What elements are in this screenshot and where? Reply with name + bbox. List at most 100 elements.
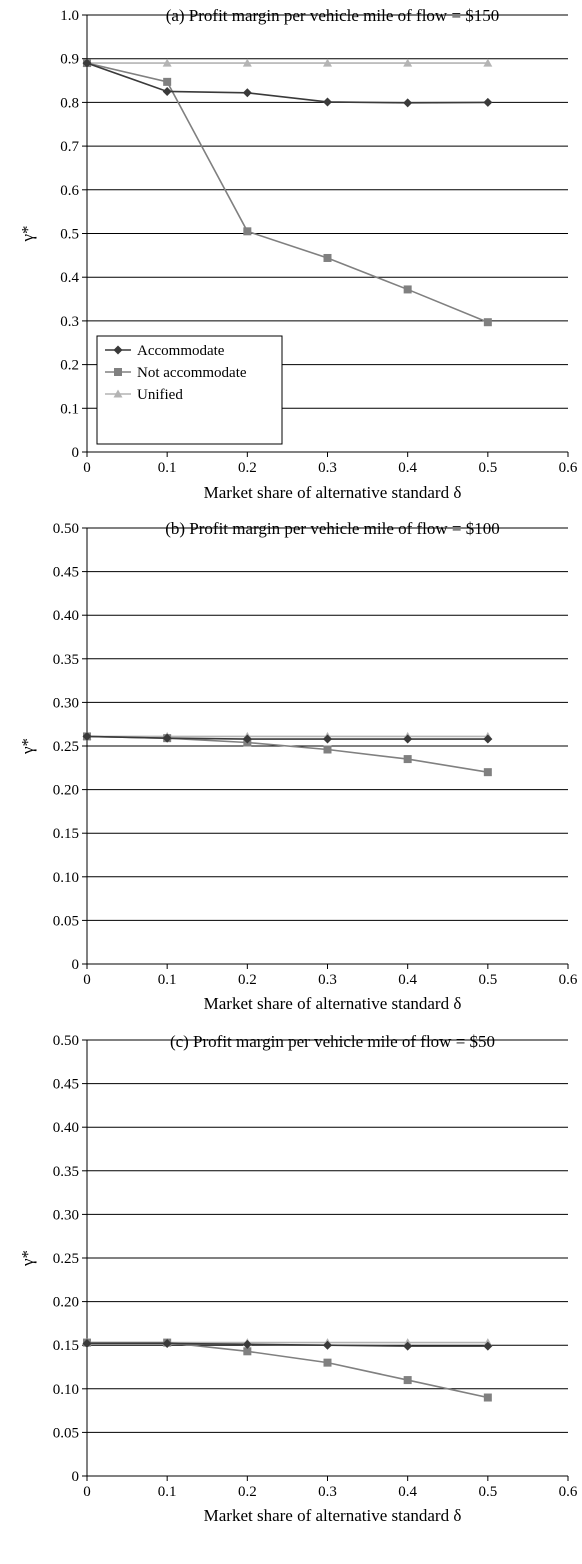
y-tick-label: 0.2 xyxy=(60,358,79,374)
y-tick-label: 0.50 xyxy=(53,521,79,537)
data-point xyxy=(483,768,492,777)
x-tick-label: 0 xyxy=(83,972,91,988)
x-tick-label: 0.4 xyxy=(398,460,417,476)
x-tick-label: 0.1 xyxy=(158,460,177,476)
data-point xyxy=(403,755,412,764)
x-axis-label: Market share of alternative standard δ xyxy=(204,1506,462,1525)
legend-item: Not accommodate xyxy=(105,365,247,381)
chart-c: (c) Profit margin per vehicle mile of fl… xyxy=(18,1032,578,1525)
y-tick-label: 0.6 xyxy=(60,183,79,199)
data-point xyxy=(323,1340,332,1350)
legend-marker xyxy=(114,368,122,376)
data-point xyxy=(162,86,172,96)
y-axis-label: γ* xyxy=(18,738,37,755)
x-tick-label: 0.2 xyxy=(238,972,257,988)
y-tick-label: 0.40 xyxy=(53,608,79,624)
legend-item: Unified xyxy=(105,387,183,403)
y-tick-label: 0.25 xyxy=(53,739,79,755)
x-tick-label: 0.2 xyxy=(238,1484,257,1500)
x-tick-label: 0.6 xyxy=(559,1484,578,1500)
x-axis-label: Market share of alternative standard δ xyxy=(204,483,462,502)
x-tick-label: 0.6 xyxy=(559,972,578,988)
y-tick-label: 1.0 xyxy=(60,8,79,24)
series-accommodate xyxy=(82,58,493,108)
data-point xyxy=(243,1347,252,1356)
x-tick-label: 0 xyxy=(83,460,91,476)
y-tick-label: 0 xyxy=(72,957,80,973)
y-tick-label: 0.3 xyxy=(60,314,79,330)
y-tick-label: 0.7 xyxy=(60,139,79,155)
data-point xyxy=(82,731,92,741)
legend-box xyxy=(96,335,283,445)
y-axis-label: γ* xyxy=(18,225,37,242)
x-tick-label: 0.3 xyxy=(318,972,337,988)
x-tick-label: 0.4 xyxy=(398,1484,417,1500)
data-point xyxy=(323,745,332,754)
data-point xyxy=(242,88,252,98)
data-point xyxy=(403,98,413,108)
y-tick-label: 0.10 xyxy=(53,1382,79,1398)
y-tick-label: 0.30 xyxy=(53,695,79,711)
y-tick-label: 0.15 xyxy=(53,1338,79,1354)
data-point xyxy=(162,733,172,743)
series-line xyxy=(86,62,488,104)
y-tick-label: 0.5 xyxy=(60,227,79,243)
y-tick-label: 0.9 xyxy=(60,52,79,68)
x-tick-label: 0.5 xyxy=(478,972,497,988)
x-tick-label: 0.2 xyxy=(238,460,257,476)
data-point xyxy=(242,734,252,744)
y-tick-label: 0.50 xyxy=(53,1033,79,1049)
y-tick-label: 0.40 xyxy=(53,1120,79,1136)
series-line xyxy=(87,1341,489,1399)
series-unified xyxy=(82,58,493,67)
y-tick-label: 0.05 xyxy=(53,1425,79,1441)
series-not-accommodate xyxy=(83,59,492,327)
data-point xyxy=(403,285,412,294)
y-tick-label: 0 xyxy=(72,1469,80,1485)
series-accommodate xyxy=(82,731,493,744)
data-point xyxy=(323,58,332,67)
x-tick-label: 0.1 xyxy=(158,972,177,988)
y-tick-label: 0.4 xyxy=(60,270,79,286)
chart-title: (c) Profit margin per vehicle mile of fl… xyxy=(170,1032,495,1051)
data-point xyxy=(483,318,492,327)
data-point xyxy=(162,58,172,67)
chart-a: (a) Profit margin per vehicle mile of fl… xyxy=(18,6,578,502)
series-line xyxy=(86,735,488,773)
x-axis-label: Market share of alternative standard δ xyxy=(204,994,462,1013)
y-tick-label: 0.35 xyxy=(53,652,79,668)
x-tick-label: 0.5 xyxy=(478,460,497,476)
x-tick-label: 0.3 xyxy=(318,1484,337,1500)
y-tick-label: 0.05 xyxy=(53,913,79,929)
y-tick-label: 0.15 xyxy=(53,826,79,842)
legend-label: Accommodate xyxy=(137,343,225,359)
data-point xyxy=(483,734,493,744)
data-point xyxy=(403,58,413,67)
y-tick-label: 0.30 xyxy=(53,1207,79,1223)
data-point xyxy=(403,1376,412,1385)
data-point xyxy=(403,1341,413,1351)
y-tick-label: 0.20 xyxy=(53,783,79,799)
legend-item: Accommodate xyxy=(105,343,225,359)
x-tick-label: 0.1 xyxy=(158,1484,177,1500)
x-tick-label: 0.5 xyxy=(478,1484,497,1500)
data-point xyxy=(483,1393,492,1402)
series-line xyxy=(86,62,489,323)
series-accommodate xyxy=(82,1338,493,1351)
x-tick-label: 0.4 xyxy=(398,972,417,988)
x-tick-label: 0.6 xyxy=(559,460,578,476)
y-tick-label: 0.35 xyxy=(53,1164,79,1180)
y-tick-label: 0.45 xyxy=(53,565,79,581)
y-tick-label: 0 xyxy=(72,445,80,461)
y-axis-label: γ* xyxy=(18,1250,37,1267)
data-point xyxy=(82,1338,92,1348)
x-tick-label: 0 xyxy=(83,1484,91,1500)
data-point xyxy=(483,97,493,107)
data-point xyxy=(163,77,172,86)
data-point xyxy=(242,1339,252,1349)
data-point xyxy=(242,58,252,67)
y-tick-label: 0.1 xyxy=(60,401,79,417)
legend-label: Unified xyxy=(137,387,183,403)
legend-marker xyxy=(113,345,123,355)
